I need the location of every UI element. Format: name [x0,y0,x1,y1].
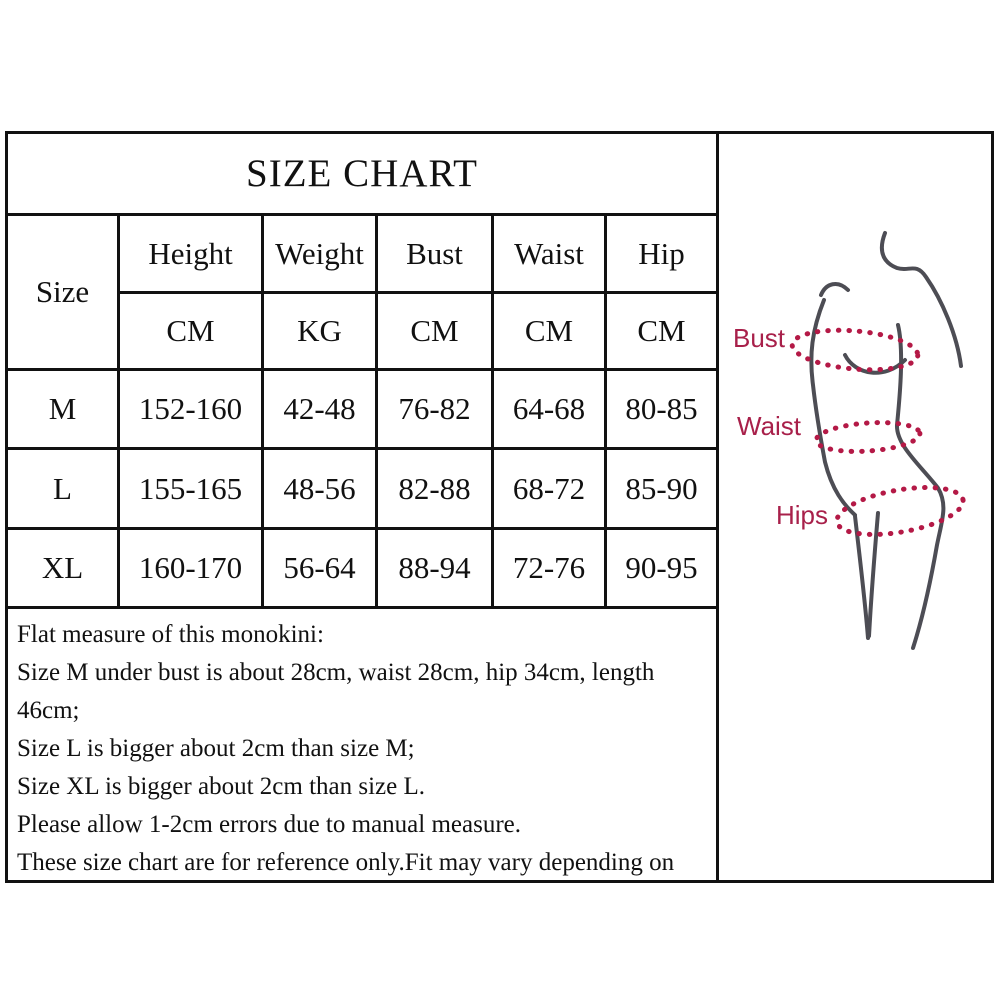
sketch-leg-line [853,514,870,640]
row-xl-hip: 90-95 [607,530,716,609]
row-xl-weight: 56-64 [264,530,378,609]
unit-waist-cm: CM [494,294,607,371]
row-m-hip: 80-85 [607,371,716,450]
note-line: Please allow 1-2cm errors due to manual … [17,811,521,838]
row-m-weight: 42-48 [264,371,378,450]
measurement-notes: Flat measure of this monokini: Size M un… [8,609,716,880]
waist-measure-dotted-ellipse [813,420,923,454]
row-l-size: L [8,450,120,530]
hips-label: Hips [776,500,829,530]
row-m-waist: 64-68 [494,371,607,450]
note-line: Size XL is bigger about 2cm than size L. [17,773,425,800]
note-line: Flat measure of this monokini: [17,621,324,648]
unit-weight-kg: KG [264,294,378,371]
unit-bust-cm: CM [378,294,494,371]
column-header-size: Size [8,216,120,371]
size-table: SIZE CHART Size Height Weight Bust Waist… [8,134,719,880]
hips-measure-dotted-ellipse [834,485,966,537]
size-chart-title: SIZE CHART [8,134,716,216]
row-l-hip: 85-90 [607,450,716,530]
row-m-size: M [8,371,120,450]
row-xl-size: XL [8,530,120,609]
sketch-neck-shoulder-line [879,231,963,368]
waist-label: Waist [737,411,802,441]
note-line: These size chart are for reference only.… [17,849,675,876]
unit-height-cm: CM [120,294,264,371]
row-l-weight: 48-56 [264,450,378,530]
row-xl-height: 160-170 [120,530,264,609]
row-m-bust: 76-82 [378,371,494,450]
sketch-left-arm-line [819,282,850,297]
row-xl-waist: 72-76 [494,530,607,609]
column-header-waist: Waist [494,216,607,294]
column-header-bust: Bust [378,216,494,294]
column-header-weight: Weight [264,216,378,294]
sketch-leg-line [867,511,880,638]
measurement-figure-panel: Bust Waist Hips [719,134,991,880]
body-sketch [789,231,966,650]
size-chart-sheet: SIZE CHART Size Height Weight Bust Waist… [5,131,994,883]
note-line: Size M under bust is about 28cm, waist 2… [17,659,655,724]
note-line: Size L is bigger about 2cm than size M; [17,735,415,762]
row-xl-bust: 88-94 [378,530,494,609]
row-l-waist: 68-72 [494,450,607,530]
column-header-hip: Hip [607,216,716,294]
row-l-height: 155-165 [120,450,264,530]
row-m-height: 152-160 [120,371,264,450]
sketch-left-torso-line [809,298,857,517]
unit-hip-cm: CM [607,294,716,371]
bust-measure-dotted-ellipse [789,327,921,373]
size-table-grid: Size Height Weight Bust Waist Hip CM KG … [8,216,716,609]
bust-label: Bust [733,323,786,353]
sketch-bust-curve [843,353,907,375]
row-l-bust: 82-88 [378,450,494,530]
column-header-height: Height [120,216,264,294]
